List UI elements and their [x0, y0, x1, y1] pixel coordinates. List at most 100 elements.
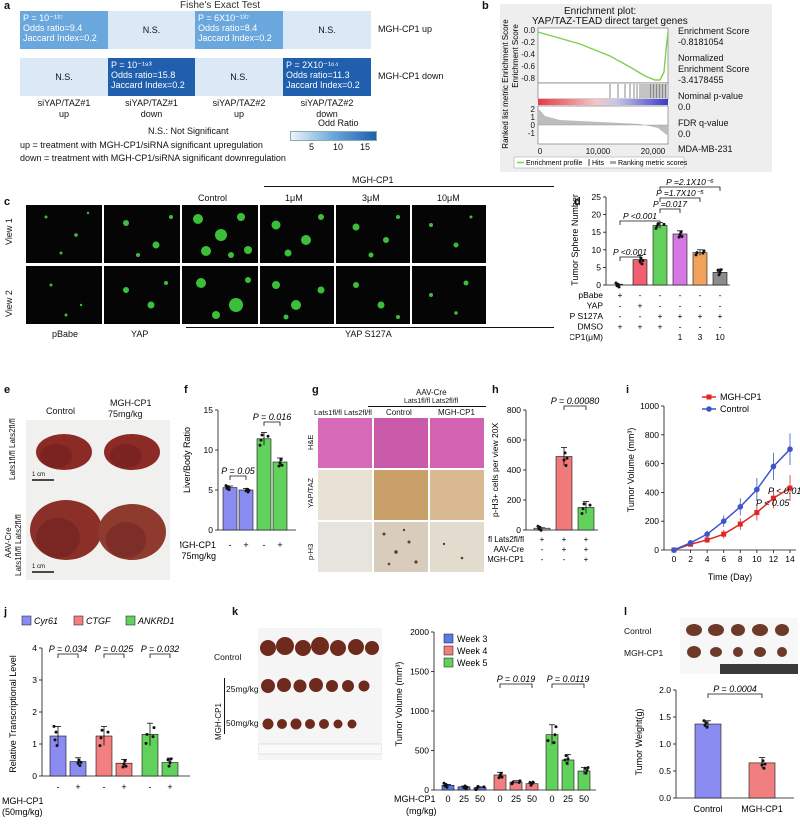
- panel-label-j: j: [4, 606, 8, 618]
- d-point: [656, 222, 660, 226]
- x-tick-label: 12: [769, 554, 779, 564]
- k-dose-label: 25: [511, 794, 521, 804]
- y-tick-label: 15: [592, 227, 602, 237]
- d-condition-mark: +: [658, 311, 663, 321]
- k-point: [585, 768, 589, 772]
- j-mark: +: [167, 782, 172, 792]
- j-comp-pvalue: P = 0.032: [141, 644, 179, 654]
- h-condition-mark: +: [540, 535, 545, 544]
- stat-value: 0.0: [678, 129, 691, 139]
- y-tick-label: 0: [208, 525, 213, 535]
- y-tick-label: 25: [592, 192, 602, 202]
- fisher-cell-2-2: P = 10⁻¹⁹³ Odds ratio=15.8 Jaccard Index…: [108, 58, 195, 96]
- panel-label-a: a: [4, 0, 11, 12]
- i-marker: [720, 518, 727, 524]
- j-comp-bracket: [103, 653, 125, 658]
- d-point: [717, 273, 721, 277]
- d-condition-mark: -: [699, 290, 702, 300]
- liver-photos: [30, 434, 166, 573]
- col-1um: 1μM: [285, 193, 303, 203]
- y-tick-label: 600: [645, 459, 659, 469]
- f-point: [258, 443, 262, 447]
- x-tick-label: 6: [721, 554, 726, 564]
- col-label-line: siYAP/TAZ#1: [37, 98, 91, 108]
- d-condition-mark: -: [619, 301, 622, 311]
- green-spheres: [44, 211, 473, 320]
- y-tick-label: 3: [32, 675, 37, 685]
- d-condition-mark: -: [639, 290, 642, 300]
- y-tick-label: 20: [592, 210, 602, 220]
- k-comp-bracket: [499, 683, 533, 688]
- fisher-cell-1-3: P = 6X10⁻¹³⁷ Odds ratio=8.4 Jaccard Inde…: [195, 11, 283, 49]
- k-point: [546, 739, 550, 743]
- i-marker: [754, 510, 760, 516]
- d-point: [694, 253, 698, 257]
- col-label-line: siYAP/TAZ#1: [125, 98, 178, 108]
- label-pbabe: pBabe: [52, 329, 79, 339]
- f-mark: -: [263, 540, 266, 550]
- d-condition-mark: -: [719, 322, 722, 332]
- micrograph-yap-v1: [104, 205, 180, 263]
- i-marker: [787, 446, 793, 452]
- g-row-yaptaz: YAP/TAZ: [306, 477, 315, 508]
- j-treatment-sub: (50mg/kg): [2, 807, 43, 817]
- fisher-cell-1-1: P = 10⁻¹³⁷ Odds ratio=9.4 Jaccard Index=…: [20, 11, 108, 49]
- d-point: [641, 259, 645, 263]
- k-point: [511, 780, 515, 784]
- y-tick-label: 0: [424, 785, 429, 795]
- l-photo-row-control: Control: [624, 626, 652, 636]
- cell-text: Jaccard Index=0.2: [23, 33, 97, 43]
- j-point: [79, 760, 83, 764]
- col-10um: 10μM: [437, 193, 460, 203]
- d-point: [718, 270, 722, 274]
- i-annotation: P < 0.01: [768, 486, 800, 496]
- k-comp-pvalue: P = 0.0119: [547, 674, 590, 684]
- panel-label-g: g: [312, 384, 319, 396]
- col-control: Control: [198, 193, 228, 203]
- k-point: [531, 780, 535, 784]
- y-tick-label: 0: [516, 525, 521, 535]
- i-legend-label: MGH-CP1: [720, 392, 762, 402]
- d-point: [654, 226, 658, 230]
- k-point: [566, 757, 570, 761]
- col-label-1: siYAP/TAZ#1 up: [20, 98, 108, 120]
- es-tick: 0.0: [524, 26, 536, 35]
- f-treatment-label: MGH-CP1: [180, 540, 216, 550]
- d-comp-bracket: [619, 256, 641, 261]
- col-label-line: down: [316, 109, 338, 119]
- metric-tick: -1: [528, 129, 536, 138]
- k-legend-swatch: [443, 633, 454, 644]
- j-point: [151, 735, 155, 739]
- k-ylabel: Tumor Volume (mm³): [394, 662, 404, 747]
- x-tick: 20,000: [641, 147, 666, 156]
- l-bar: [748, 762, 776, 799]
- es-tick: -0.4: [521, 50, 535, 59]
- cell-text: Jaccard Index=0.2: [198, 33, 272, 43]
- col-3um: 3μM: [362, 193, 380, 203]
- panel-k-photo: MGH-CP1 Control 25mg/kg 50mg/kg: [210, 622, 385, 794]
- g-row-ph3: p-H3: [306, 543, 315, 560]
- y-tick-label: 200: [507, 495, 521, 505]
- yaptaz-lats: [318, 470, 372, 520]
- d-bar: [692, 252, 708, 286]
- j-legend-swatch: [125, 615, 136, 626]
- d-condition-name: YAP S127A: [570, 311, 603, 321]
- k-photo-row-control: Control: [214, 652, 242, 662]
- d-comp-pvalue: P <0.001: [623, 211, 657, 221]
- k-point: [518, 779, 522, 783]
- i-marker: [704, 537, 710, 543]
- i-legend-marker: [706, 394, 712, 400]
- panel-label-i: i: [626, 384, 630, 396]
- panel-a: Fishe's Exact Test P = 10⁻¹³⁷ Odds ratio…: [0, 0, 470, 170]
- l-bar: [694, 723, 722, 799]
- l-tumors: [686, 624, 789, 658]
- d-condition-mark: +: [638, 301, 643, 311]
- i-marker: [687, 540, 694, 546]
- liver-lobe: [36, 518, 80, 558]
- stat-name: Normalized Enrichment Score: [678, 53, 750, 74]
- f-mark: -: [229, 540, 232, 550]
- d-point: [640, 262, 644, 266]
- j-comp-pvalue: P = 0.025: [95, 644, 134, 654]
- y-tick-label: 0.0: [659, 793, 671, 803]
- ph3-lats: [318, 522, 372, 572]
